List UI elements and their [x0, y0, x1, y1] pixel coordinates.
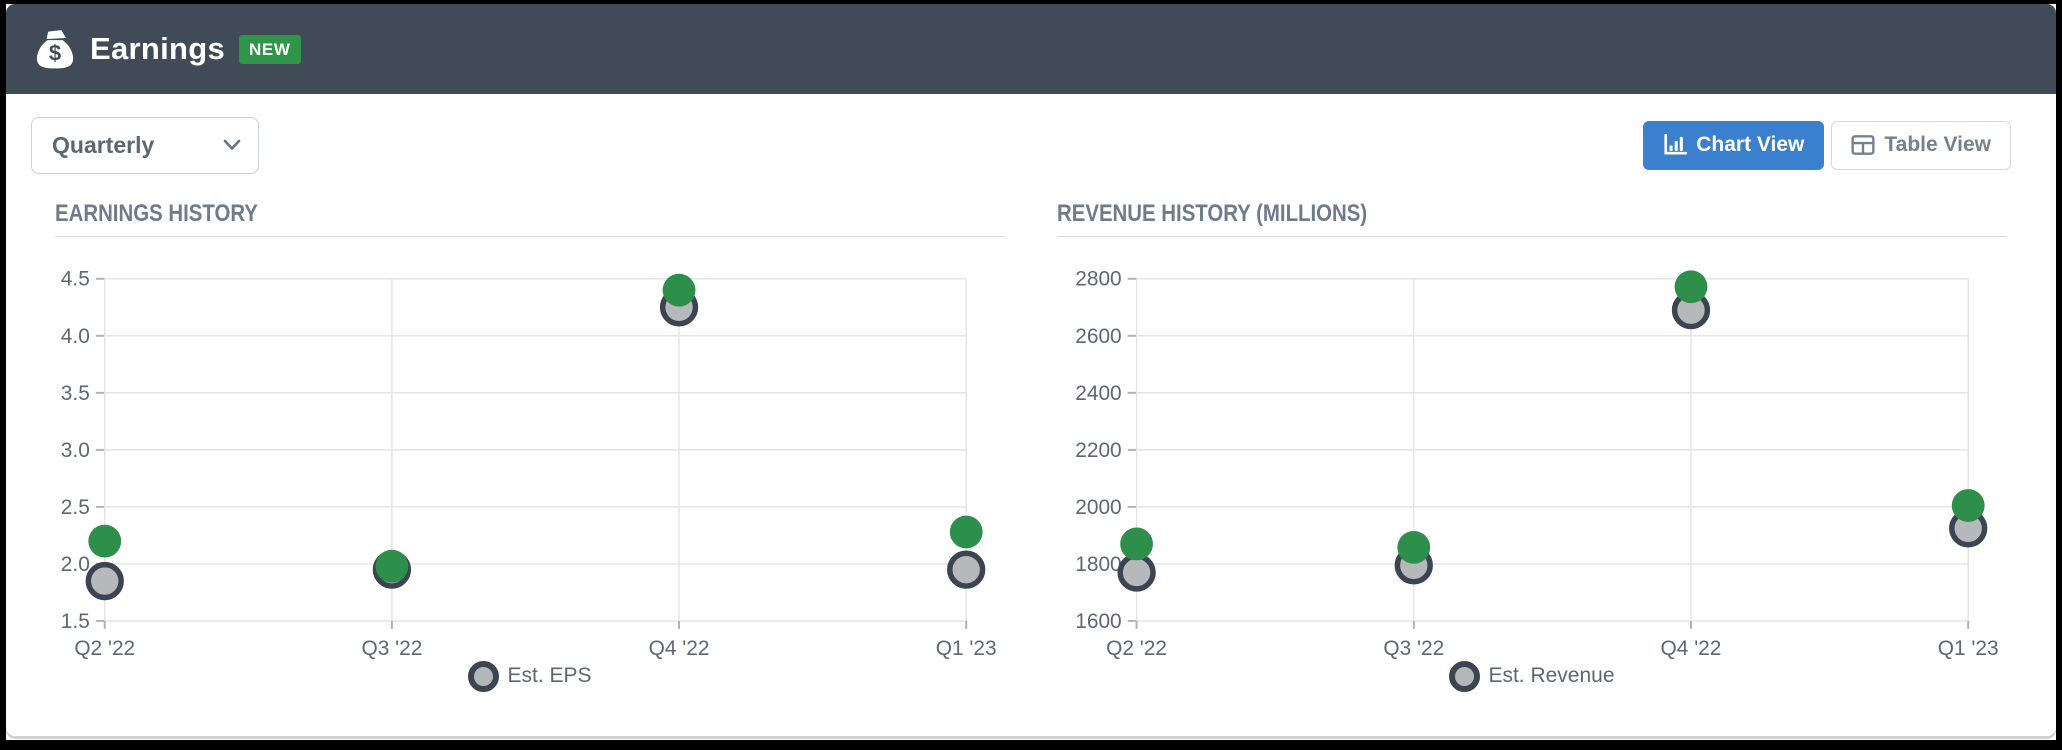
- estimate-dot-icon: [468, 660, 500, 692]
- svg-text:4.5: 4.5: [61, 268, 90, 291]
- revenue-history-title: REVENUE HISTORY (MILLIONS): [1057, 200, 1368, 227]
- charts-row: EARNINGS HISTORY 1.5 2.0 2.5 3.0 3.5 4.0 4.5 Q2…: [6, 200, 2056, 692]
- svg-text:2.0: 2.0: [61, 553, 90, 576]
- svg-text:4.0: 4.0: [61, 325, 90, 348]
- chart-view-label: Chart View: [1696, 133, 1805, 156]
- svg-text:2600: 2600: [1075, 325, 1121, 348]
- svg-text:Q2 '22: Q2 '22: [1106, 637, 1167, 659]
- svg-text:Q3 '22: Q3 '22: [361, 637, 422, 659]
- earnings-history-header: EARNINGS HISTORY: [55, 200, 1005, 237]
- svg-text:Q1 '23: Q1 '23: [936, 637, 997, 659]
- svg-text:1800: 1800: [1075, 553, 1121, 576]
- svg-text:Q2 '22: Q2 '22: [74, 637, 135, 659]
- svg-text:2000: 2000: [1075, 496, 1121, 519]
- svg-text:$: $: [49, 41, 61, 66]
- view-toggle-group: Chart View Table View: [1643, 120, 2011, 170]
- svg-text:3.0: 3.0: [61, 439, 90, 462]
- page: $ Earnings NEW Quarterly: [6, 4, 2056, 740]
- svg-text:2.5: 2.5: [61, 496, 90, 519]
- svg-text:2400: 2400: [1075, 382, 1121, 405]
- estimate-dot-icon: [1449, 660, 1481, 692]
- svg-text:3.5: 3.5: [61, 382, 90, 405]
- svg-text:Q4 '22: Q4 '22: [649, 637, 710, 659]
- svg-text:Q1 '23: Q1 '23: [1938, 637, 1999, 659]
- new-badge: NEW: [239, 34, 301, 64]
- table-view-button[interactable]: Table View: [1831, 120, 2011, 170]
- earnings-history-section: EARNINGS HISTORY 1.5 2.0 2.5 3.0 3.5 4.0 4.5 Q2…: [55, 200, 1005, 692]
- svg-text:1600: 1600: [1075, 610, 1121, 633]
- legend-label: Est. EPS: [507, 664, 592, 688]
- table-icon: [1851, 135, 1875, 155]
- svg-text:Q3 '22: Q3 '22: [1383, 637, 1444, 659]
- svg-text:1.5: 1.5: [61, 610, 90, 633]
- table-view-label: Table View: [1884, 133, 1991, 156]
- period-select-wrap: Quarterly: [31, 116, 259, 174]
- bar-chart-icon: [1664, 134, 1688, 155]
- revenue-history-header: REVENUE HISTORY (MILLIONS): [1057, 200, 2007, 237]
- svg-text:2200: 2200: [1075, 439, 1121, 462]
- svg-text:2800: 2800: [1075, 268, 1121, 291]
- legend-label: Est. Revenue: [1488, 664, 1615, 688]
- earnings-card: $ Earnings NEW Quarterly: [6, 4, 2056, 736]
- toolbar: Quarterly Chart View: [6, 116, 2056, 174]
- revenue-history-section: REVENUE HISTORY (MILLIONS) 1600 1800 2000 2…: [1057, 200, 2007, 692]
- svg-text:Q4 '22: Q4 '22: [1661, 637, 1722, 659]
- revenue-chart-canvas: 1600 1800 2000 2200 2400 2600 2800 Q2 '22 Q3 '22…: [1075, 268, 1999, 659]
- legend-est-eps[interactable]: Est. EPS: [55, 660, 1005, 692]
- period-select[interactable]: Quarterly: [31, 116, 259, 174]
- eps-chart-canvas: 1.5 2.0 2.5 3.0 3.5 4.0 4.5 Q2 '22 Q3 '22 Q4 '22 Q…: [61, 268, 997, 659]
- legend-est-revenue[interactable]: Est. Revenue: [1057, 660, 2007, 692]
- earnings-history-title: EARNINGS HISTORY: [55, 200, 258, 227]
- chart-view-button[interactable]: Chart View: [1643, 120, 1825, 170]
- page-title: Earnings: [90, 31, 226, 66]
- app-header: $ Earnings NEW: [6, 4, 2056, 94]
- money-bag-icon: $: [36, 30, 74, 69]
